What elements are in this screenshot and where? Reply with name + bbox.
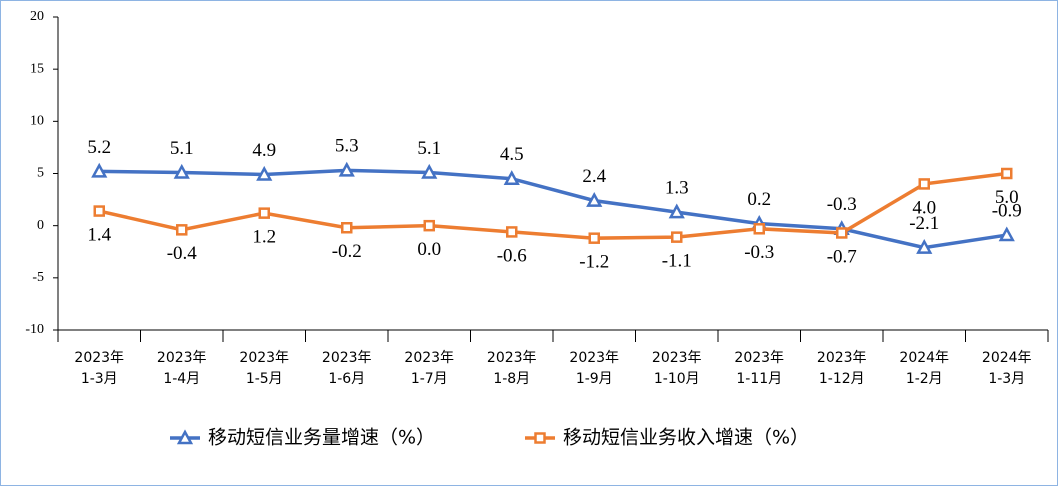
series-line	[98, 171, 1007, 240]
y-tick-label: -10	[25, 322, 44, 337]
x-tick-label: 2024年	[899, 350, 949, 366]
value-label: 0.2	[747, 189, 771, 210]
x-tick-label: 2023年	[322, 350, 372, 366]
legend-label: 移动短信业务收入增速（%）	[563, 427, 809, 449]
legend-marker	[176, 429, 194, 445]
point	[671, 231, 683, 243]
value-label: -0.2	[332, 241, 362, 262]
series-line	[99, 168, 1008, 250]
point	[423, 219, 435, 232]
legend-item: 移动短信业务收入增速（%）	[525, 427, 809, 449]
x-tick-label: 1-3月	[988, 371, 1025, 387]
y-tick-label: -5	[32, 270, 44, 285]
legend-marker	[534, 432, 546, 444]
point	[588, 232, 600, 244]
y-tick-label: 15	[30, 61, 44, 76]
x-tick-label: 1-10月	[654, 371, 700, 387]
point	[341, 222, 353, 234]
x-tick-label: 1-8月	[493, 371, 530, 387]
value-label: -0.3	[744, 242, 774, 263]
value-label: -2.1	[909, 213, 939, 234]
point	[1001, 167, 1013, 180]
x-tick-label: 2023年	[157, 350, 207, 366]
value-label: -0.7	[827, 246, 857, 267]
point	[503, 170, 520, 185]
value-label: 1.3	[665, 177, 689, 198]
x-tick-label: 2023年	[652, 350, 702, 366]
x-tick-label: 2023年	[487, 350, 537, 366]
point	[176, 224, 188, 236]
value-label: -0.4	[167, 243, 198, 264]
x-tick-label: 2023年	[569, 350, 619, 366]
y-tick-label: 5	[37, 166, 44, 181]
value-label: 5.2	[87, 137, 111, 158]
point	[998, 226, 1015, 242]
point	[668, 203, 685, 219]
value-label: -1.1	[662, 251, 692, 272]
x-tick-label: 2024年	[982, 350, 1032, 366]
value-label: 5.0	[995, 187, 1019, 208]
point	[256, 165, 273, 181]
y-tick-label: 20	[30, 9, 44, 24]
x-tick-label: 1-4月	[163, 371, 200, 387]
x-tick-label: 1-11月	[736, 371, 782, 387]
value-label: 4.9	[252, 140, 276, 161]
point	[421, 163, 438, 179]
x-tick-label: 2023年	[404, 350, 454, 366]
x-tick-label: 1-7月	[411, 371, 448, 387]
point	[93, 205, 105, 217]
y-tick-label: 10	[30, 114, 44, 129]
point	[586, 192, 603, 207]
legend-item: 移动短信业务量增速（%）	[170, 427, 435, 449]
value-label: -1.2	[579, 252, 609, 273]
point	[506, 226, 518, 238]
x-tick-label: 1-3月	[81, 371, 118, 387]
x-tick-label: 1-9月	[576, 371, 613, 387]
y-tick-label: 0	[37, 218, 44, 233]
x-tick-label: 1-5月	[246, 371, 283, 387]
value-label: 5.3	[335, 136, 359, 157]
point	[91, 162, 108, 178]
value-label: 4.0	[912, 197, 936, 218]
x-tick-label: 1-12月	[819, 371, 865, 387]
x-tick-label: 2023年	[817, 350, 867, 366]
value-label: 5.1	[417, 138, 441, 159]
legend-label: 移动短信业务量增速（%）	[208, 427, 435, 449]
point	[916, 238, 933, 254]
value-label: -0.3	[827, 194, 857, 215]
value-label: -0.9	[992, 200, 1022, 221]
x-tick-label: 2023年	[734, 350, 784, 366]
point	[258, 207, 270, 219]
x-tick-label: 2023年	[74, 350, 124, 366]
x-tick-label: 1-6月	[328, 371, 365, 387]
point	[173, 163, 190, 179]
value-label: 0.0	[417, 239, 441, 260]
value-label: 5.1	[170, 138, 194, 159]
x-tick-label: 2023年	[239, 350, 289, 366]
value-label: 2.4	[582, 166, 606, 187]
x-tick-label: 1-2月	[906, 371, 943, 387]
point	[338, 161, 355, 177]
point	[836, 227, 848, 239]
point	[753, 223, 765, 235]
point	[918, 178, 930, 190]
value-label: -0.6	[497, 245, 527, 266]
value-label: 1.2	[252, 227, 276, 248]
value-label: 1.4	[87, 224, 111, 245]
value-label: 4.5	[500, 144, 524, 165]
